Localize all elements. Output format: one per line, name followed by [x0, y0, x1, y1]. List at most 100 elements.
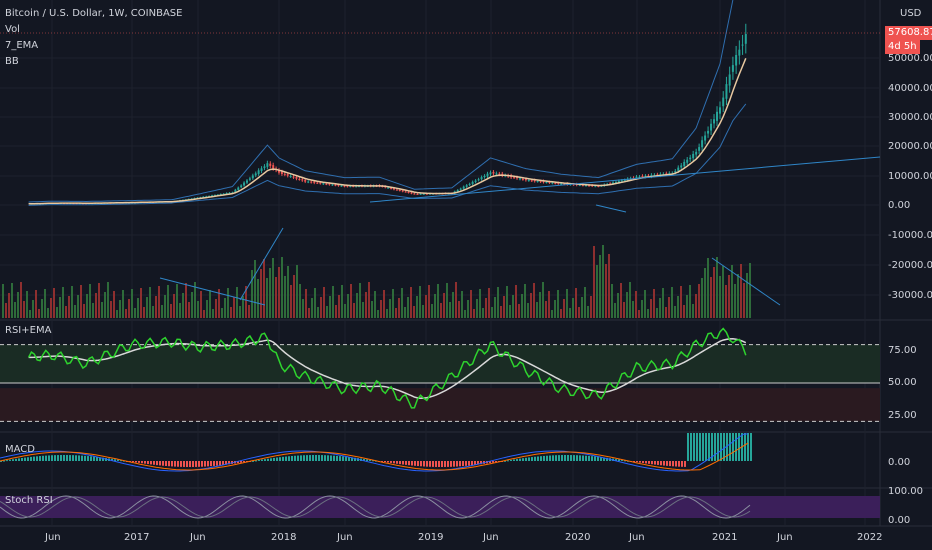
price-tick: -10000.00 — [888, 230, 932, 241]
candle-body — [307, 181, 310, 183]
candle-body — [486, 173, 489, 177]
volume-bar — [62, 287, 64, 318]
stoch-pane-title[interactable]: Stoch RSI — [5, 495, 53, 506]
macd-histogram-bar — [78, 455, 80, 461]
volume-bar — [314, 288, 316, 318]
volume-bar — [614, 303, 616, 318]
macd-histogram-bar — [324, 455, 326, 461]
macd-histogram-bar — [528, 457, 530, 461]
macd-histogram-bar — [240, 461, 242, 463]
volume-bar — [365, 292, 367, 318]
macd-histogram-bar — [222, 461, 224, 466]
macd-histogram-bar — [396, 461, 398, 464]
candle-body — [722, 97, 725, 107]
volume-bar — [689, 285, 691, 318]
candle-body — [310, 181, 313, 183]
candle-body — [731, 65, 734, 72]
macd-histogram-bar — [681, 461, 683, 467]
macd-histogram-bar — [0, 461, 2, 462]
macd-histogram-bar — [720, 433, 722, 461]
volume-bar — [65, 306, 67, 318]
macd-histogram-bar — [603, 457, 605, 461]
volume-bar — [347, 294, 349, 318]
macd-histogram-bar — [570, 455, 572, 461]
volume-bar — [668, 297, 670, 318]
macd-histogram-bar — [699, 433, 701, 461]
candle-body — [492, 172, 495, 174]
candle-body — [548, 181, 551, 183]
volume-bar — [461, 291, 463, 318]
volume-bar — [650, 299, 652, 318]
volume-bar — [734, 284, 736, 318]
candle-body — [395, 189, 398, 191]
volume-bar — [722, 266, 724, 318]
macd-histogram-bar — [15, 458, 17, 461]
candle-body — [698, 147, 701, 151]
candle-body — [689, 157, 692, 160]
volume-bar — [2, 284, 4, 318]
study-ema-label[interactable]: 7_EMA — [5, 40, 39, 51]
volume-bar — [611, 284, 613, 318]
macd-histogram-bar — [537, 456, 539, 461]
volume-bar — [281, 257, 283, 318]
candle-body — [319, 182, 322, 184]
volume-bar — [233, 297, 235, 318]
candle-body — [295, 177, 298, 179]
candle-body — [286, 174, 289, 176]
price-tick: 50000.00 — [888, 53, 932, 64]
chart-title: Bitcoin / U.S. Dollar, 1W, COINBASE — [5, 8, 183, 19]
macd-histogram-bar — [282, 456, 284, 461]
volume-bar — [629, 282, 631, 318]
rsi-pane-title[interactable]: RSI+EMA — [5, 325, 52, 336]
volume-bar — [269, 268, 271, 318]
macd-histogram-bar — [216, 461, 218, 466]
macd-histogram-bar — [519, 458, 521, 461]
stoch-tick: 0.00 — [888, 515, 911, 526]
study-bb-label[interactable]: BB — [5, 56, 19, 67]
macd-histogram-bar — [387, 461, 389, 463]
macd-histogram-bar — [495, 461, 497, 463]
volume-bar — [107, 282, 109, 318]
macd-histogram-bar — [465, 461, 467, 466]
study-vol-label[interactable]: Vol — [5, 24, 20, 35]
candle-body — [269, 163, 272, 166]
macd-histogram-bar — [441, 461, 443, 467]
candle-body — [527, 179, 530, 181]
volume-bar — [359, 283, 361, 318]
macd-histogram-bar — [42, 455, 44, 461]
candle-body — [289, 176, 292, 178]
volume-bar — [20, 282, 22, 318]
volume-bar — [725, 285, 727, 318]
volume-bar — [44, 289, 46, 318]
candle-body — [468, 183, 471, 185]
volume-bar — [221, 308, 223, 318]
candle-body — [597, 185, 600, 187]
candle-body — [240, 185, 243, 188]
volume-bar — [326, 306, 328, 318]
macd-histogram-bar — [702, 433, 704, 461]
volume-bar — [17, 292, 19, 318]
macd-histogram-bar — [510, 459, 512, 461]
macd-histogram-bar — [399, 461, 401, 465]
candle-body — [313, 181, 316, 183]
candle-body — [219, 194, 222, 196]
volume-bar — [440, 303, 442, 318]
volume-bar — [242, 296, 244, 318]
volume-bar — [449, 302, 451, 318]
candle-body — [390, 187, 393, 189]
volume-bar — [116, 310, 118, 318]
volume-bar — [644, 290, 646, 318]
candle-body — [222, 193, 225, 195]
volume-bar — [119, 300, 121, 318]
volume-bar — [110, 301, 112, 318]
volume-bar — [425, 295, 427, 318]
macd-pane-title[interactable]: MACD — [5, 444, 35, 455]
macd-histogram-bar — [153, 461, 155, 465]
volume-bar — [368, 282, 370, 318]
macd-histogram-bar — [135, 461, 137, 463]
macd-histogram-bar — [384, 461, 386, 463]
volume-bar — [146, 297, 148, 318]
volume-bar — [602, 245, 604, 318]
volume-bar — [227, 288, 229, 318]
